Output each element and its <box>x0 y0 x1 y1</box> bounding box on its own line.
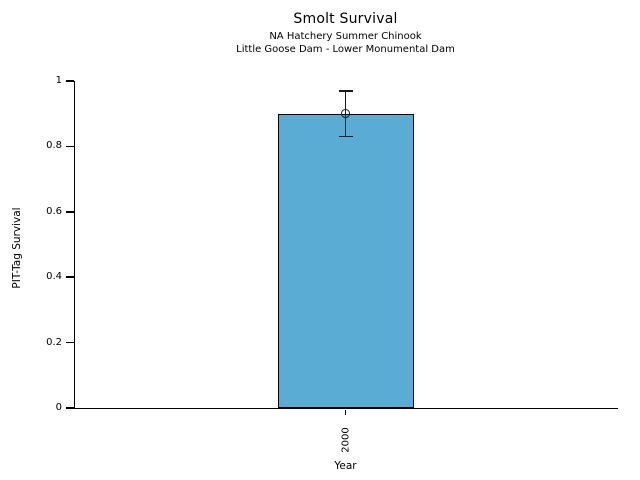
x-tick-label: 2000 <box>340 427 351 453</box>
chart-subtitle-line2: Little Goose Dam - Lower Monumental Dam <box>236 43 455 55</box>
y-tick <box>66 145 74 148</box>
y-tick-label: 1 <box>55 75 62 86</box>
y-tick-label: 0.6 <box>46 205 62 217</box>
x-tick <box>344 409 347 415</box>
y-tick <box>66 210 74 213</box>
y-tick <box>66 80 74 82</box>
y-tick <box>66 407 74 409</box>
y-tick <box>66 276 74 279</box>
chart-subtitle-line1: NA Hatchery Summer Chinook <box>269 30 422 42</box>
plot-area <box>74 81 618 409</box>
error-bar-cap-top <box>338 89 353 92</box>
error-bar-cap-bottom <box>338 135 353 138</box>
y-tick-label: 0.8 <box>46 140 62 152</box>
y-tick-label: 0.2 <box>46 336 62 348</box>
y-tick <box>66 341 74 344</box>
chart-title: Smolt Survival <box>293 11 398 27</box>
survival-bar <box>277 113 414 408</box>
y-tick-label: 0.4 <box>46 271 62 283</box>
x-axis-label: Year <box>334 460 357 472</box>
y-tick-label: 0 <box>55 402 62 413</box>
point-marker <box>341 109 350 118</box>
